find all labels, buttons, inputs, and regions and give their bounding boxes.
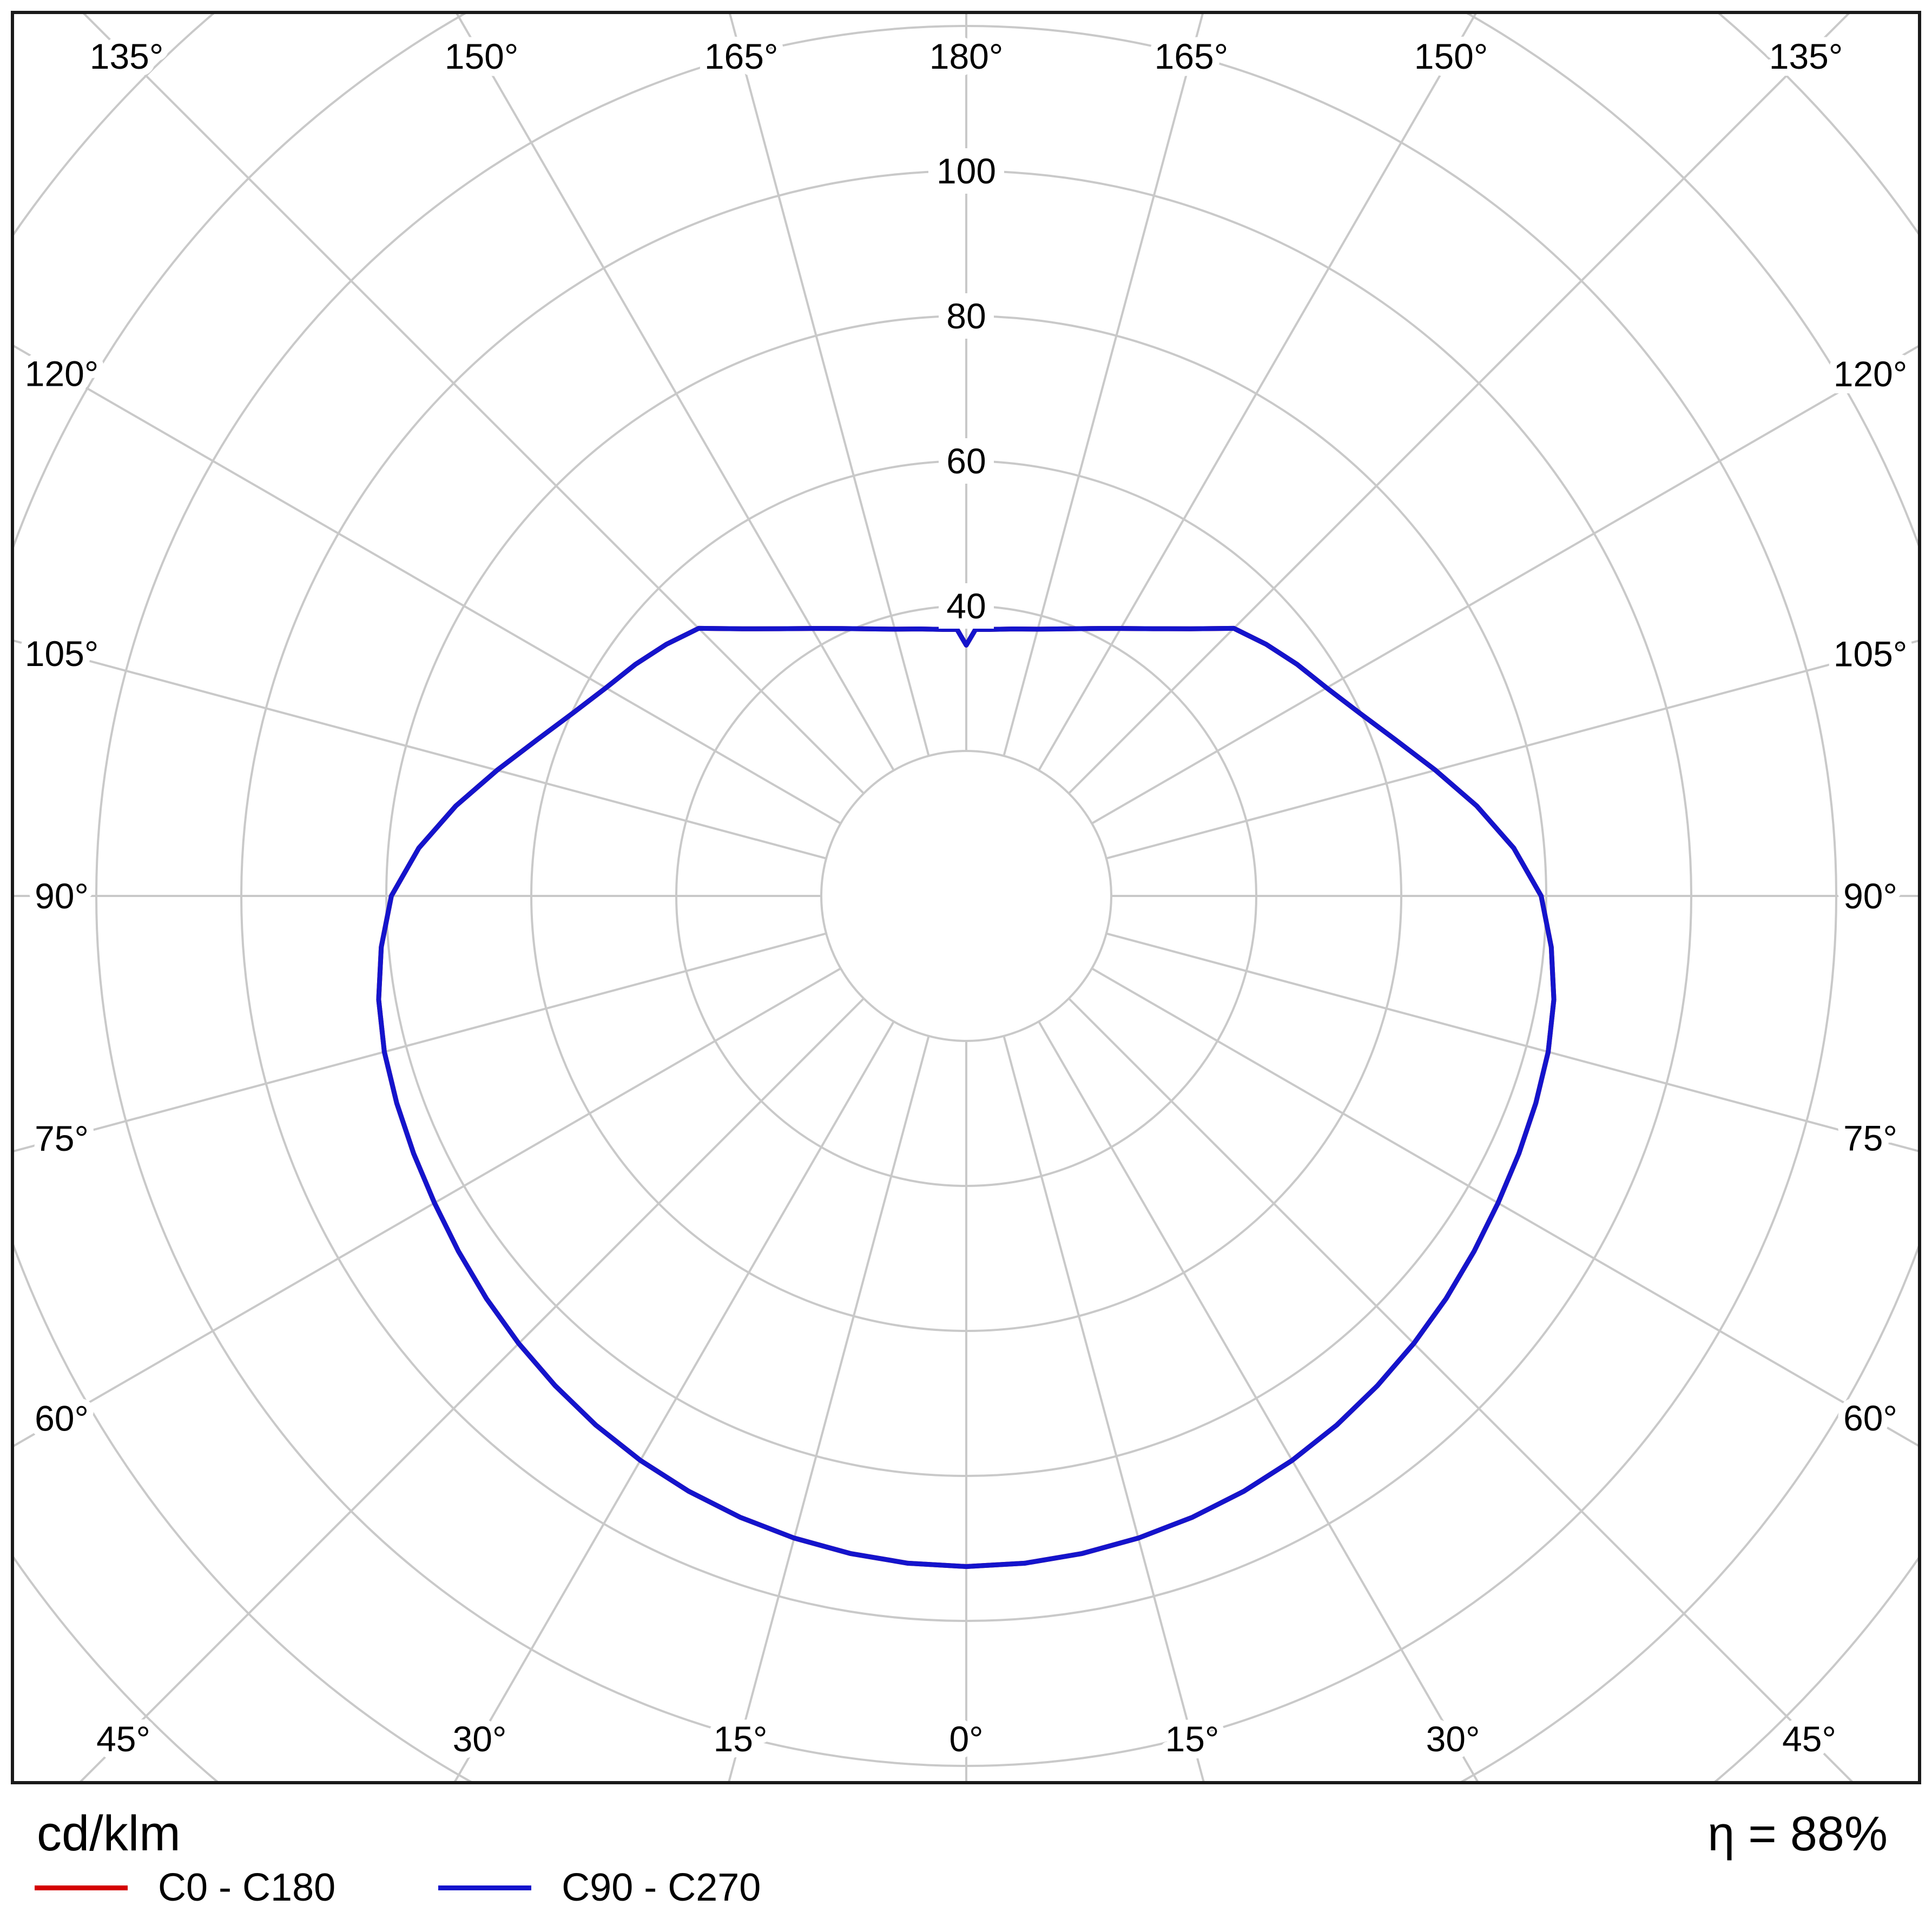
angle-tick-label-15: 15°: [1165, 1719, 1219, 1759]
legend-line-c0-c180: [35, 1885, 128, 1890]
legend: C0 - C180 C90 - C270: [35, 1868, 761, 1907]
grid-spoke-345: [728, 1036, 930, 1781]
angle-tick-label-165: 165°: [1155, 36, 1229, 76]
grid-spoke-315: [80, 998, 865, 1781]
grid-spoke-210: [456, 14, 895, 771]
legend-label-c90-c270: C90 - C270: [562, 1866, 761, 1909]
angle-tick-label-75: 75°: [1843, 1118, 1897, 1158]
angle-tick-label-105: 105°: [1834, 634, 1908, 674]
radial-tick-label-80: 80: [946, 296, 986, 336]
grid-spoke-195: [729, 14, 930, 756]
legend-line-c90-c270: [438, 1885, 532, 1890]
angle-tick-label-195: 165°: [704, 36, 779, 76]
angle-tick-label-285: 75°: [35, 1118, 89, 1158]
angle-tick-label-30: 30°: [1426, 1719, 1480, 1759]
grid-spoke-165: [1003, 14, 1204, 756]
grid-ring-20: [820, 750, 1112, 1042]
radial-tick-label-100: 100: [937, 151, 996, 191]
legend-item-c0-c180: C0 - C180: [35, 1868, 335, 1907]
radial-tick-label-40: 40: [946, 586, 986, 626]
angle-tick-label-300: 60°: [35, 1398, 89, 1438]
curve-c90-c270: [376, 625, 1557, 1569]
grid-spoke-240: [14, 345, 841, 825]
polar-plot-frame: 40 60 80 100 0° 15° 30° 45° 60° 75° 90° 105° 120° 135…: [11, 11, 1921, 1784]
grid-spoke-30: [1038, 1021, 1479, 1781]
grid-spoke-15: [1003, 1036, 1205, 1781]
grid-spoke-285: [14, 932, 827, 1152]
legend-label-c0-c180: C0 - C180: [158, 1866, 336, 1909]
radial-label-mask-80: [939, 293, 994, 339]
grid-spoke-225: [83, 14, 865, 794]
grid-spoke-135: [1068, 14, 1850, 794]
efficiency-label: η = 88%: [1707, 1807, 1888, 1861]
angle-tick-label-90: 90°: [1843, 876, 1897, 916]
grid-spoke-45: [1068, 998, 1853, 1781]
grid-spoke-75: [1106, 932, 1918, 1152]
angle-tick-label-270: 90°: [35, 876, 89, 916]
angle-tick-label-120: 120°: [1834, 354, 1908, 394]
grid-spoke-60: [1091, 967, 1918, 1447]
angle-tick-label-60: 60°: [1843, 1398, 1897, 1438]
unit-label: cd/klm: [37, 1806, 181, 1861]
angle-tick-label-45: 45°: [1782, 1719, 1836, 1759]
angle-tick-label-150: 150°: [1414, 36, 1488, 76]
grid-spoke-300: [14, 967, 841, 1447]
legend-item-c90-c270: C90 - C270: [438, 1868, 761, 1907]
angle-tick-label-345: 15°: [714, 1719, 768, 1759]
grid-spoke-105: [1106, 639, 1918, 860]
radial-tick-label-60: 60: [946, 441, 986, 481]
angle-tick-label-315: 45°: [96, 1719, 150, 1759]
angle-tick-label-255: 105°: [25, 634, 99, 674]
radial-label-mask-100: [928, 148, 1004, 194]
chart-footer: cd/klm η = 88% C0 - C180 C90 - C270: [11, 1788, 1921, 1923]
grid-spoke-120: [1091, 345, 1918, 825]
grid-spoke-255: [14, 639, 827, 860]
radial-label-mask-60: [939, 438, 994, 484]
grid-spoke-150: [1038, 14, 1477, 771]
angle-tick-label-210: 150°: [445, 36, 519, 76]
angle-tick-label-225: 135°: [90, 36, 164, 76]
angle-tick-label-180: 180°: [929, 36, 1004, 76]
grid-spoke-330: [454, 1021, 895, 1781]
angle-tick-label-330: 30°: [453, 1719, 507, 1759]
polar-chart: 40 60 80 100 0° 15° 30° 45° 60° 75° 90° 105° 120° 135…: [14, 14, 1918, 1781]
radial-label-mask-40: [939, 583, 994, 629]
angle-tick-label-0: 0°: [949, 1719, 983, 1759]
angle-tick-label-240: 120°: [25, 354, 99, 394]
angle-tick-label-135: 135°: [1769, 36, 1843, 76]
